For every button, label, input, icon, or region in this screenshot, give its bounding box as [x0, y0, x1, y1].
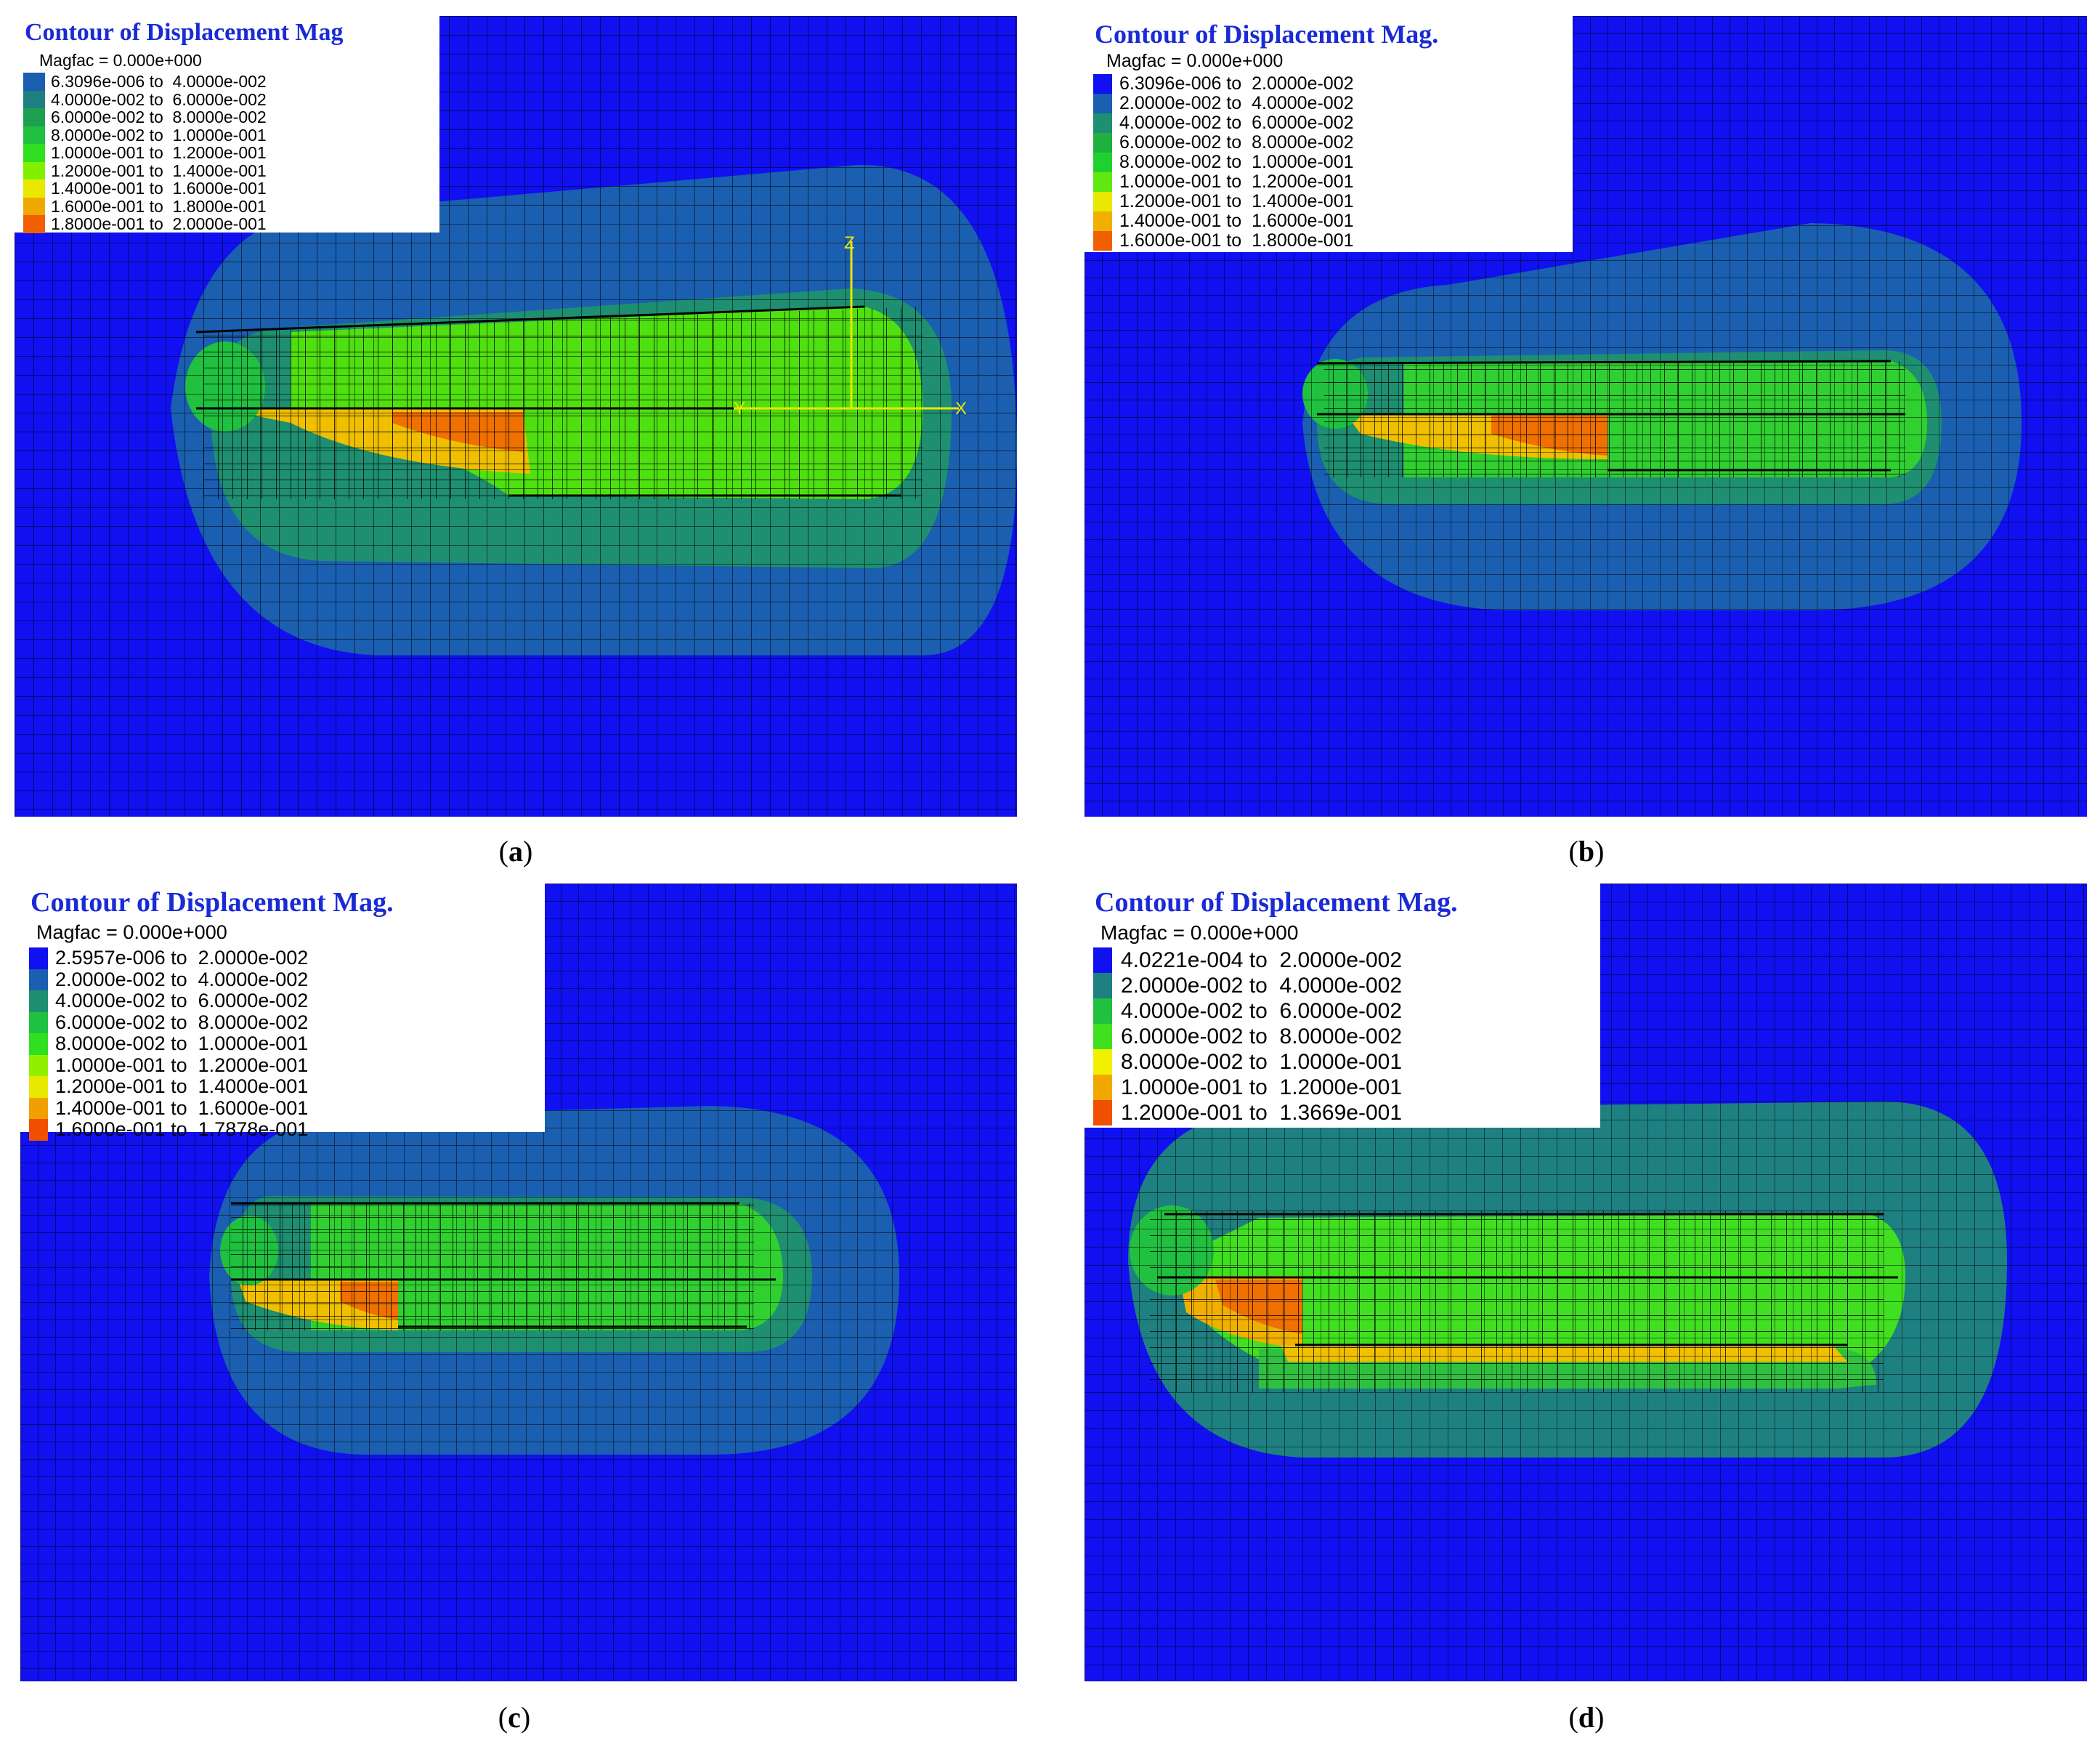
legend-range-label: 1.0000e-001 to 1.2000e-001 — [51, 143, 267, 162]
legend-swatch — [1093, 1049, 1112, 1075]
legend-swatch — [1093, 113, 1112, 133]
legend-swatch — [29, 969, 48, 990]
legend-swatch — [1093, 74, 1112, 94]
axis-label-y: Y — [734, 399, 745, 419]
legend-swatch — [29, 990, 48, 1012]
plot-title-d: Contour of Displacement Mag. — [1095, 887, 1458, 918]
legend-c: Contour of Displacement Mag. Magfac = 0.… — [20, 884, 545, 1141]
legend-range-label: 1.6000e-001 to 1.8000e-001 — [1119, 230, 1354, 251]
legend-range-label: 8.0000e-002 to 1.0000e-001 — [55, 1032, 309, 1054]
legend-swatch — [23, 179, 45, 198]
panel-b: Contour of Displacement Mag. Magfac = 0.… — [1085, 16, 2087, 817]
legend-swatch — [29, 1033, 48, 1055]
legend-range-label: 2.0000e-002 to 4.0000e-002 — [1121, 974, 1402, 998]
legend-swatch — [1093, 172, 1112, 192]
magfac-b: Magfac = 0.000e+000 — [1106, 51, 1284, 71]
legend-range-label: 1.0000e-001 to 1.2000e-001 — [1119, 171, 1354, 192]
legend-swatch — [23, 215, 45, 233]
legend-swatch — [1093, 153, 1112, 172]
legend-range-label: 1.6000e-001 to 1.7878e-001 — [55, 1118, 309, 1140]
legend-swatch — [1093, 192, 1112, 211]
plot-title-b: Contour of Displacement Mag. — [1095, 20, 1439, 49]
axis-label-x: X — [955, 399, 967, 419]
legend-swatch — [23, 126, 45, 144]
legend-swatch — [23, 108, 45, 126]
legend-range-label: 6.0000e-002 to 8.0000e-002 — [1119, 132, 1354, 153]
legend-swatch — [1093, 1024, 1112, 1049]
legend-swatch — [29, 1076, 48, 1098]
plot-title-c: Contour of Displacement Mag. — [31, 887, 394, 918]
legend-swatch — [1093, 94, 1112, 113]
legend-range-label: 1.2000e-001 to 1.4000e-001 — [1119, 191, 1354, 211]
legend-range-label: 6.0000e-002 to 8.0000e-002 — [51, 108, 267, 126]
legend-range-label: 8.0000e-002 to 1.0000e-001 — [1119, 152, 1354, 172]
legend-b: Contour of Displacement Mag. Magfac = 0.… — [1085, 16, 1573, 252]
legend-swatch — [29, 1119, 48, 1141]
legend-range-label: 8.0000e-002 to 1.0000e-001 — [1121, 1050, 1402, 1074]
legend-swatch — [1093, 231, 1112, 251]
legend-swatch — [23, 197, 45, 215]
legend-range-label: 4.0000e-002 to 6.0000e-002 — [1119, 113, 1354, 133]
legend-swatch — [29, 1054, 48, 1076]
legend-range-label: 4.0000e-002 to 6.0000e-002 — [55, 990, 309, 1011]
caption-d: (d) — [1568, 1701, 1605, 1734]
legend-swatch — [1093, 211, 1112, 231]
legend-swatch — [1093, 973, 1112, 998]
legend-swatch — [29, 947, 48, 969]
legend-swatch — [1093, 1075, 1112, 1100]
legend-range-label: 2.0000e-002 to 4.0000e-002 — [1119, 93, 1354, 113]
legend-swatch — [1093, 133, 1112, 153]
legend-range-label: 1.2000e-001 to 1.3669e-001 — [1121, 1101, 1402, 1125]
axis-label-z: Z — [844, 233, 855, 253]
legend-swatch — [23, 73, 45, 91]
legend-range-label: 4.0000e-002 to 6.0000e-002 — [51, 89, 267, 109]
legend-range-label: 6.0000e-002 to 8.0000e-002 — [55, 1011, 309, 1033]
panel-c: Contour of Displacement Mag. Magfac = 0.… — [20, 884, 1017, 1681]
legend-range-label: 6.3096e-006 to 2.0000e-002 — [1119, 73, 1354, 94]
legend-range-label: 1.6000e-001 to 1.8000e-001 — [51, 196, 267, 216]
legend-range-label: 1.8000e-001 to 2.0000e-001 — [51, 214, 267, 233]
magfac-a: Magfac = 0.000e+000 — [39, 51, 202, 70]
caption-b: (b) — [1568, 835, 1605, 868]
legend-range-label: 4.0221e-004 to 2.0000e-002 — [1121, 948, 1402, 972]
legend-range-label: 6.3096e-006 to 4.0000e-002 — [51, 72, 267, 91]
legend-range-label: 2.5957e-006 to 2.0000e-002 — [55, 947, 309, 969]
legend-swatch — [23, 90, 45, 108]
legend-d: Contour of Displacement Mag. Magfac = 0.… — [1085, 884, 1600, 1128]
legend-swatch — [29, 1097, 48, 1119]
legend-swatch — [1093, 947, 1112, 973]
legend-swatch — [23, 144, 45, 162]
legend-range-label: 6.0000e-002 to 8.0000e-002 — [1121, 1024, 1402, 1048]
plot-title-a: Contour of Displacement Mag — [25, 19, 344, 46]
legend-range-label: 1.4000e-001 to 1.6000e-001 — [51, 179, 267, 198]
legend-range-label: 2.0000e-002 to 4.0000e-002 — [55, 968, 309, 990]
legend-range-label: 4.0000e-002 to 6.0000e-002 — [1121, 999, 1402, 1023]
legend-range-label: 1.2000e-001 to 1.4000e-001 — [55, 1075, 309, 1097]
magfac-d: Magfac = 0.000e+000 — [1100, 921, 1299, 944]
legend-range-label: 8.0000e-002 to 1.0000e-001 — [51, 125, 267, 145]
caption-a: (a) — [498, 835, 533, 868]
legend-swatch — [29, 1011, 48, 1033]
legend-range-label: 1.2000e-001 to 1.4000e-001 — [51, 161, 267, 180]
legend-range-label: 1.4000e-001 to 1.6000e-001 — [55, 1096, 309, 1119]
legend-swatch — [1093, 1100, 1112, 1125]
legend-range-label: 1.0000e-001 to 1.2000e-001 — [55, 1054, 309, 1076]
legend-swatch — [23, 161, 45, 179]
magfac-c: Magfac = 0.000e+000 — [36, 921, 227, 943]
legend-a: Contour of Displacement Mag Magfac = 0.0… — [15, 16, 439, 233]
panel-a: Z Y X Contour of Displacement Mag Magfac… — [15, 16, 1017, 817]
legend-swatch — [1093, 998, 1112, 1024]
legend-range-label: 1.0000e-001 to 1.2000e-001 — [1121, 1075, 1402, 1099]
caption-c: (c) — [498, 1701, 531, 1734]
panel-d: Contour of Displacement Mag. Magfac = 0.… — [1085, 884, 2087, 1681]
legend-range-label: 1.4000e-001 to 1.6000e-001 — [1119, 211, 1354, 231]
